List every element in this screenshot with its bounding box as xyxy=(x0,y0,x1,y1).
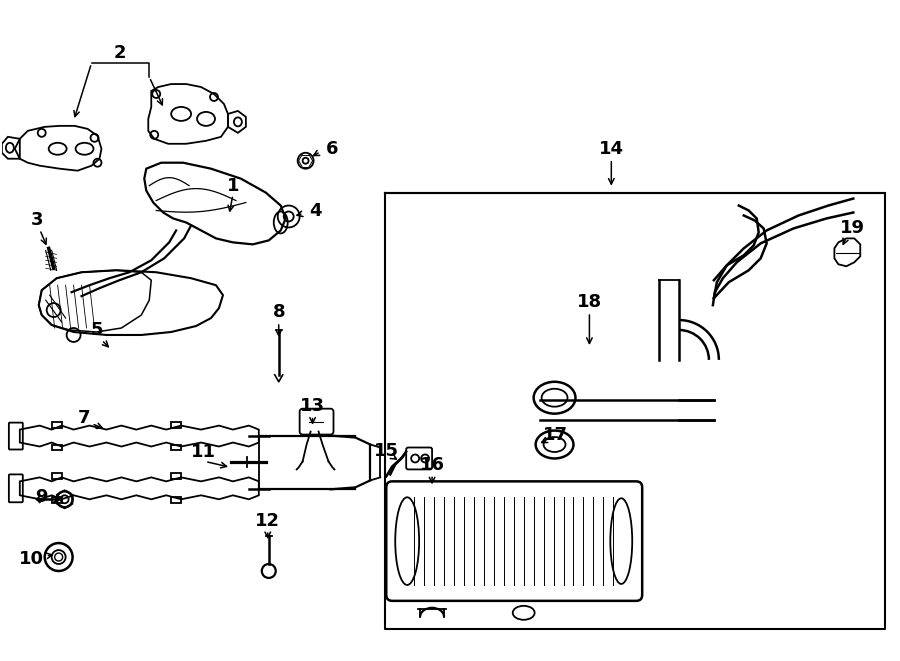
Text: 8: 8 xyxy=(273,303,285,321)
Text: 13: 13 xyxy=(300,397,325,414)
Text: 7: 7 xyxy=(77,408,90,426)
Text: 4: 4 xyxy=(310,202,322,219)
Text: 2: 2 xyxy=(113,44,126,62)
Text: 11: 11 xyxy=(191,444,215,461)
Text: 9: 9 xyxy=(35,488,48,506)
Text: 1: 1 xyxy=(227,176,239,194)
Text: 18: 18 xyxy=(577,293,602,311)
Text: 15: 15 xyxy=(374,442,399,461)
Text: 6: 6 xyxy=(326,139,338,158)
Text: 5: 5 xyxy=(90,321,103,339)
Text: 14: 14 xyxy=(598,139,624,158)
Text: 3: 3 xyxy=(31,212,43,229)
Text: 19: 19 xyxy=(840,219,865,237)
Text: 12: 12 xyxy=(256,512,280,530)
Text: 16: 16 xyxy=(419,457,445,475)
Text: 10: 10 xyxy=(19,550,44,568)
Text: 17: 17 xyxy=(543,426,568,444)
